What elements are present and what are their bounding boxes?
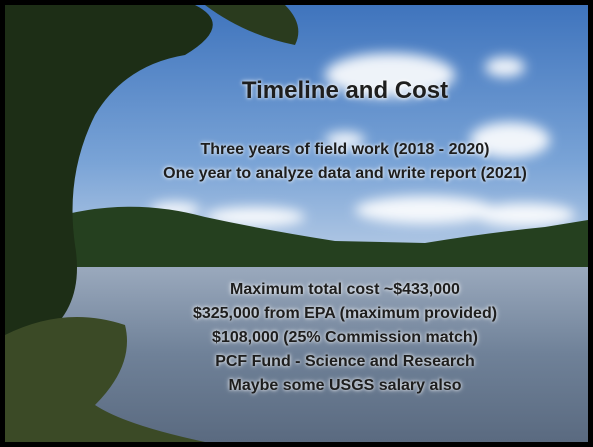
cost-line: $325,000 from EPA (maximum provided) — [45, 305, 593, 323]
schedule-line: Three years of field work (2018 - 2020) — [45, 141, 593, 159]
cost-line: Maybe some USGS salary also — [45, 377, 593, 395]
cost-line: PCF Fund - Science and Research — [45, 353, 593, 371]
cost-line: Maximum total cost ~$433,000 — [45, 281, 593, 299]
slide: Timeline and Cost Three years of field w… — [0, 0, 593, 447]
cost-line: $108,000 (25% Commission match) — [45, 329, 593, 347]
schedule-line: One year to analyze data and write repor… — [45, 165, 593, 183]
slide-title: Timeline and Cost — [45, 77, 593, 105]
